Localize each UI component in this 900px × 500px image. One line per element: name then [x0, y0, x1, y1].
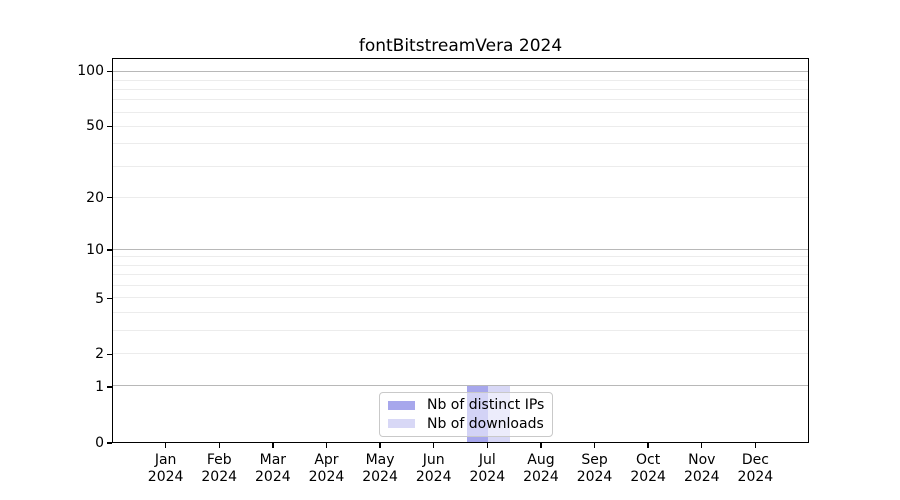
- gridline-minor: [113, 329, 808, 331]
- x-tick-mark: [272, 443, 274, 448]
- y-tick-mark: [107, 386, 112, 388]
- gridline-minor: [113, 197, 808, 199]
- gridline-major: [113, 248, 808, 250]
- gridline-major: [113, 71, 808, 73]
- legend-label-downloads: Nb of downloads: [427, 415, 544, 432]
- legend-swatch-downloads-icon: [388, 419, 415, 429]
- y-tick-label: 2: [95, 346, 104, 363]
- y-tick-label: 0: [95, 435, 104, 451]
- x-tick-mark: [218, 443, 220, 448]
- x-tick-label: Sep 2024: [576, 452, 613, 485]
- y-tick-mark: [107, 297, 112, 300]
- y-tick-mark: [107, 249, 112, 251]
- gridline-minor: [113, 297, 808, 299]
- plot-area: Nb of distinct IPs Nb of downloads: [112, 58, 809, 443]
- x-tick-mark: [593, 443, 596, 448]
- y-tick-mark: [107, 125, 112, 127]
- x-tick-mark: [325, 443, 328, 448]
- x-tick-mark: [701, 443, 703, 448]
- y-tick-label: 20: [86, 189, 104, 206]
- x-tick-label: Aug 2024: [523, 452, 559, 485]
- x-tick-label: Apr 2024: [308, 452, 345, 485]
- gridline-minor: [113, 285, 808, 287]
- y-tick-mark: [107, 70, 112, 72]
- gridline-minor: [113, 274, 808, 276]
- legend: Nb of distinct IPs Nb of downloads: [379, 392, 553, 437]
- y-tick-label: 5: [95, 290, 104, 307]
- gridline-minor: [113, 125, 808, 127]
- x-tick-mark: [486, 443, 488, 448]
- x-tick-mark: [540, 443, 542, 448]
- y-tick-label: 50: [86, 118, 104, 135]
- gridline-major: [113, 385, 808, 387]
- gridline-minor: [113, 264, 808, 266]
- x-tick-label: Nov 2024: [683, 452, 720, 485]
- y-tick-label: 100: [77, 63, 104, 80]
- y-tick-mark: [107, 442, 112, 444]
- x-tick-label: May 2024: [362, 452, 398, 485]
- y-tick-mark: [107, 197, 112, 199]
- x-tick-label: Jul 2024: [469, 452, 506, 485]
- gridline-minor: [113, 165, 808, 167]
- y-tick-mark: [107, 353, 112, 356]
- x-tick-mark: [754, 443, 757, 448]
- x-tick-label: Dec 2024: [737, 452, 774, 485]
- gridline-minor: [113, 88, 808, 90]
- x-tick-label: Jun 2024: [415, 452, 452, 485]
- x-tick-mark: [379, 443, 381, 448]
- x-tick-mark: [164, 443, 167, 448]
- legend-item-distinct-ips: Nb of distinct IPs: [388, 397, 544, 413]
- y-tick-label: 1: [95, 379, 104, 396]
- legend-label-distinct-ips: Nb of distinct IPs: [427, 397, 545, 414]
- x-tick-mark: [647, 443, 649, 448]
- gridline-minor: [113, 79, 808, 81]
- y-tick-label: 10: [86, 241, 104, 258]
- x-tick-mark: [432, 443, 435, 448]
- legend-swatch-distinct-ips-icon: [388, 400, 415, 410]
- x-tick-label: Jan 2024: [147, 452, 184, 485]
- gridline-minor: [113, 99, 808, 101]
- gridline-minor: [113, 352, 808, 354]
- gridline-minor: [113, 256, 808, 258]
- x-tick-label: Mar 2024: [255, 452, 291, 485]
- chart-title: fontBitstreamVera 2024: [358, 36, 563, 56]
- legend-item-downloads: Nb of downloads: [388, 416, 544, 432]
- gridline-minor: [113, 312, 808, 314]
- x-tick-label: Feb 2024: [201, 452, 238, 485]
- gridline-minor: [113, 111, 808, 113]
- x-tick-label: Oct 2024: [630, 452, 666, 485]
- gridline-minor: [113, 143, 808, 145]
